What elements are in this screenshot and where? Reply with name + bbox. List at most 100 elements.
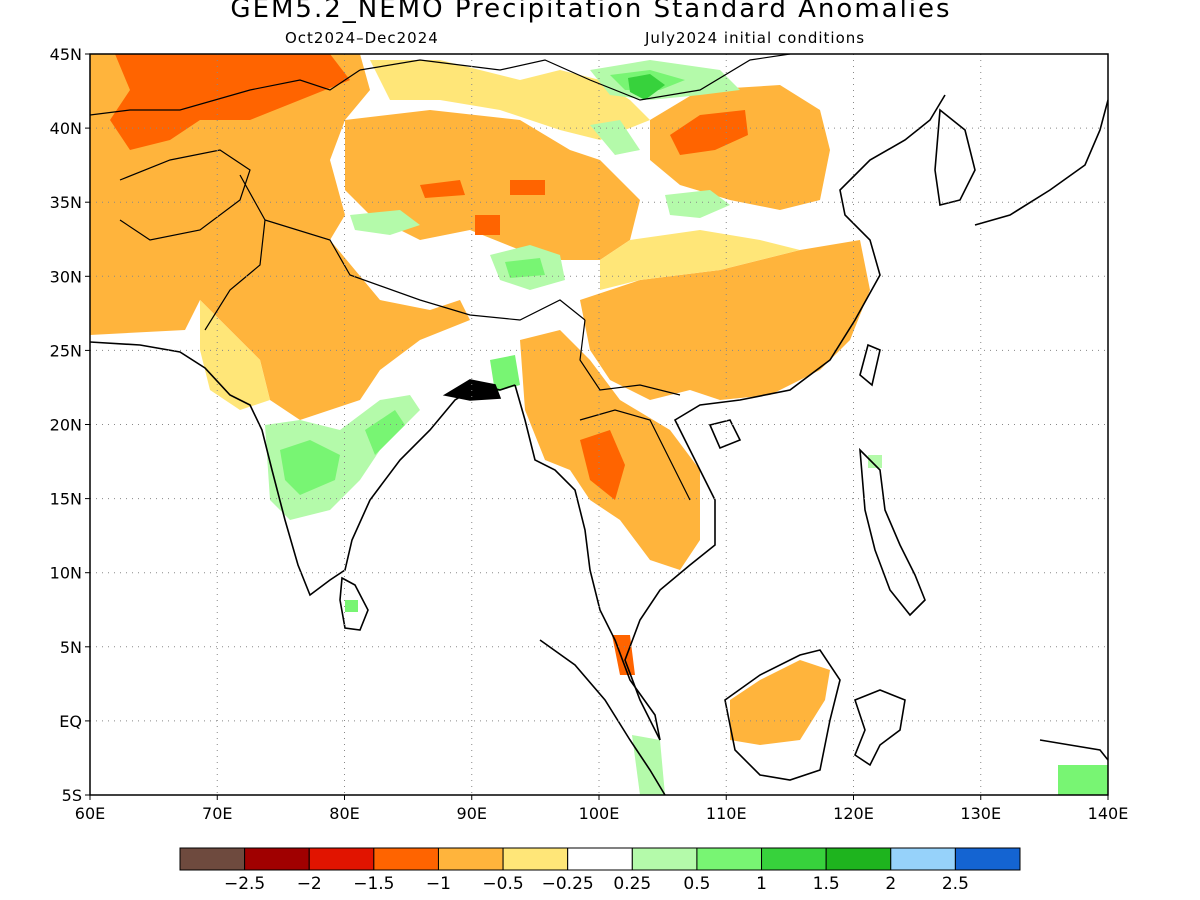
lon-tick-label: 130E [960, 804, 1001, 823]
colorbar-swatch [567, 847, 633, 871]
very-dry-malaysia [612, 635, 635, 675]
very-dry-tibet-b [510, 180, 545, 195]
colorbar-swatch [179, 847, 246, 871]
colorbar-label: 1 [756, 874, 767, 894]
wet-philippines [868, 455, 882, 468]
lon-tick-label: 110E [706, 804, 747, 823]
colorbar-label: 2 [885, 874, 896, 894]
latitude-axis: 45N 40N 35N 30N 25N 20N 15N 10N 5N EQ 5S [50, 45, 90, 805]
lat-tick-label: 40N [50, 119, 82, 138]
colorbar-label: 1.5 [813, 874, 840, 894]
coastline-sri-lanka [339, 576, 369, 631]
colorbar-swatch [954, 847, 1021, 871]
coastline-japan [974, 99, 1108, 226]
border-china-myanmar [579, 319, 681, 396]
lat-tick-label: 25N [50, 341, 82, 360]
border-kazakh [90, 69, 361, 116]
colorbar-label: −1 [426, 874, 451, 894]
lat-tick-label: 5N [60, 638, 82, 657]
lat-tick-label: EQ [59, 712, 82, 731]
lon-tick-label: 140E [1088, 804, 1129, 823]
lat-tick-label: 30N [50, 267, 82, 286]
colorbar-label: −0.5 [482, 874, 523, 894]
colorbar-swatch [437, 847, 504, 871]
lon-tick-label: 90E [457, 804, 487, 823]
colorbar-swatch [373, 847, 439, 871]
wet-sri-lanka [345, 600, 358, 612]
coastline-south-asia [90, 341, 516, 597]
colorbar-label: 0.5 [683, 874, 710, 894]
border-afghan [119, 149, 251, 241]
country-borders [90, 54, 791, 501]
dry-region-south-china [580, 240, 870, 400]
lat-tick-label: 45N [50, 45, 82, 64]
initial-conditions: July2024 initial conditions [645, 29, 866, 47]
coastline-hainan [708, 419, 742, 450]
forecast-period: Oct2024–Dec2024 [285, 29, 439, 47]
very-dry-north-china [670, 110, 748, 155]
colorbar-labels: −2.5 −2 −1.5 −1 −0.5 −0.25 0.25 0.5 1 1.5 2 2.5 [224, 874, 969, 894]
lat-tick-label: 10N [50, 564, 82, 583]
lat-tick-label: 20N [50, 416, 82, 435]
wet-tibet-east-core [505, 258, 545, 278]
coastline-korea [934, 108, 976, 206]
lon-tick-label: 80E [329, 804, 359, 823]
dry-region-tibet [345, 110, 640, 260]
colorbar-label: 0.25 [613, 874, 651, 894]
dry-region-central-asia [90, 54, 470, 420]
very-dry-thailand [580, 430, 625, 500]
very-dry-tibet-c [475, 215, 500, 235]
coastline-sulawesi [854, 689, 906, 767]
wet-bangladesh [490, 355, 520, 392]
colorbar-swatch [308, 847, 375, 871]
lat-tick-label: 5S [62, 786, 82, 805]
weak-dry-north [370, 60, 650, 140]
lat-tick-label: 15N [50, 490, 82, 509]
anomaly-fields [90, 54, 1108, 795]
coastline-sumatra [539, 639, 666, 795]
wet-mongolia-peak [628, 74, 665, 100]
very-dry-kazakhstan [110, 54, 350, 150]
longitude-axis: 60E 70E 80E 90E 100E 110E 120E 130E 140E [75, 795, 1129, 823]
lat-tick-label: 35N [50, 193, 82, 212]
border-india-pakistan [204, 174, 266, 331]
wet-west-tibet [350, 210, 420, 235]
wet-new-guinea [1058, 765, 1108, 795]
dry-region-north-china [650, 85, 830, 210]
coastline-borneo [724, 649, 841, 781]
colorbar-swatch [631, 847, 698, 871]
weak-dry-china-band [600, 230, 800, 290]
colorbar-label: −1.5 [353, 874, 394, 894]
colorbar-label: −2 [297, 874, 322, 894]
wet-gansu [665, 190, 730, 218]
wet-india-east-core [365, 410, 405, 455]
lon-tick-label: 120E [833, 804, 874, 823]
plot-area [90, 54, 1108, 795]
colorbar-label: 2.5 [942, 874, 969, 894]
border-bangladesh-fill [442, 379, 502, 401]
colorbar-swatch [502, 847, 569, 871]
coastline-vietnam-china [624, 94, 946, 741]
colorbar-swatch [890, 847, 956, 871]
map-title: GEM5.2_NEMO Precipitation Standard Anoma… [230, 0, 952, 24]
colorbar-swatch [696, 847, 763, 871]
wet-central-india-core [280, 440, 340, 495]
colorbar-swatch [244, 847, 310, 871]
lon-tick-label: 70E [202, 804, 232, 823]
coastline-taiwan [859, 343, 881, 387]
coastlines [90, 94, 1108, 795]
colorbar [179, 847, 1021, 871]
lon-tick-label: 60E [75, 804, 105, 823]
colorbar-swatch [825, 847, 892, 871]
very-dry-tibet-a [420, 180, 465, 198]
coastline-new-guinea [1039, 739, 1108, 761]
dry-region-borneo [730, 660, 830, 745]
colorbar-label: −2.5 [224, 874, 265, 894]
colorbar-label: −0.25 [542, 874, 594, 894]
colorbar-swatch [761, 847, 827, 871]
border-thai-laos [579, 409, 691, 501]
border-mongolia [359, 54, 791, 101]
lon-tick-label: 100E [579, 804, 620, 823]
border-himalaya [264, 219, 586, 321]
